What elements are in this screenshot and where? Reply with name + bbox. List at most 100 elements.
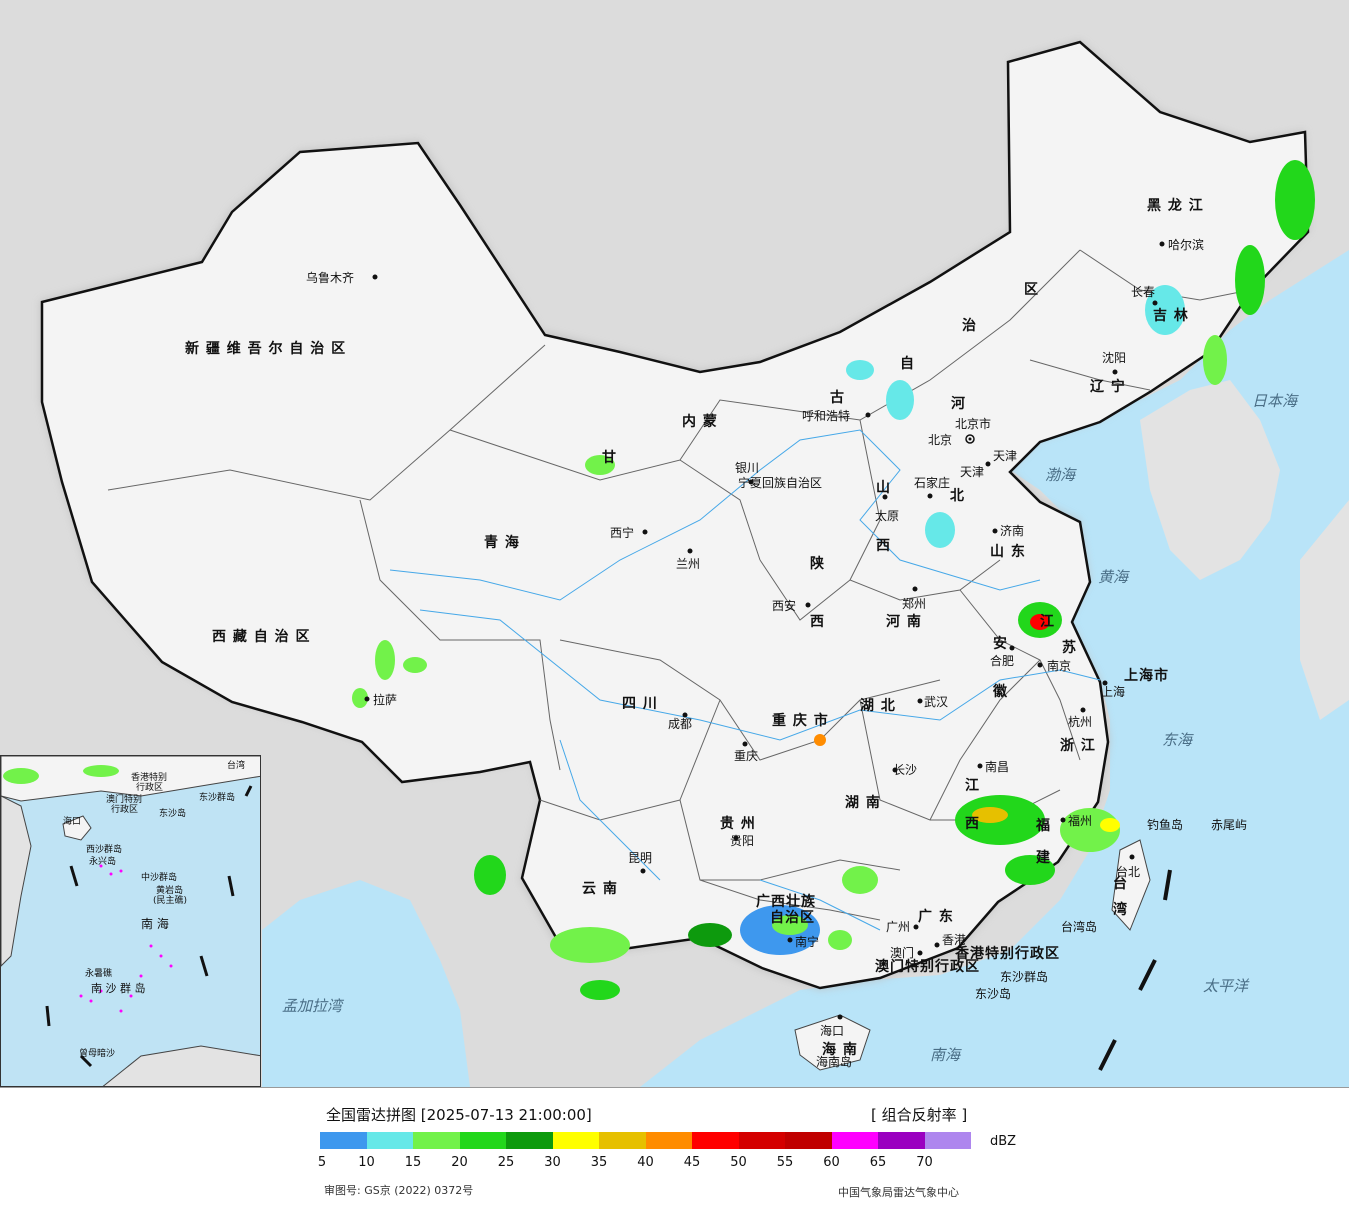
province-label: 新 疆 维 吾 尔 自 治 区 [185, 340, 346, 357]
scale-tick-label: 20 [451, 1155, 468, 1170]
scale-tick-label: 65 [869, 1155, 887, 1170]
province-label: 宁夏回族自治区 [738, 475, 822, 490]
city-labels: 乌鲁木齐 拉萨 西宁 兰州 银川 呼和浩特 哈尔滨 长春 沈阳 北京 天津 石家… [306, 237, 1204, 1038]
city-label: 长沙 [893, 763, 917, 777]
scale-swatch [831, 1132, 878, 1149]
province-label: 重 庆 市 [772, 712, 829, 729]
scale-tick-label: 25 [497, 1155, 515, 1170]
sea-labels: 日本海 渤海 黄海 东海 太平洋 南海 孟加拉湾 [282, 392, 1299, 1064]
province-label: 青 海 [484, 534, 520, 551]
inset-echo [3, 768, 39, 784]
city-label: 南宁 [795, 934, 819, 949]
inset-label: 台湾 [227, 759, 245, 771]
province-label: 河 南 [886, 613, 922, 630]
sea-label: 黄海 [1098, 568, 1130, 586]
province-label: 山 东 [990, 543, 1026, 560]
scale-swatch [878, 1132, 925, 1149]
scale-ticks: 5 10 15 20 25 30 35 40 45 50 55 60 65 70 [0, 1155, 1349, 1173]
radar-map: 日本海 渤海 黄海 东海 太平洋 南海 孟加拉湾 新 疆 维 吾 尔 自 治 区… [0, 0, 1349, 1087]
legend-unit: dBZ [990, 1134, 1017, 1149]
province-label: 江 [965, 777, 980, 794]
scale-swatch [692, 1132, 739, 1149]
city-label: 福州 [1068, 813, 1092, 828]
scale-tick-label: 5 [317, 1155, 327, 1170]
legend-product: [ 组合反射率 ] [871, 1106, 968, 1124]
color-scale [320, 1132, 971, 1149]
inset-label: 东沙岛 [159, 807, 186, 819]
city-label: 南昌 [985, 759, 1009, 774]
city-label: 广州 [886, 920, 910, 934]
sea-label: 东海 [1162, 731, 1194, 749]
inset-label: 海口 [63, 815, 81, 827]
city-label: 天津 [960, 465, 984, 479]
scale-tick-label: 30 [544, 1155, 561, 1170]
scale-swatch [785, 1132, 832, 1149]
scale-tick-label: 15 [404, 1155, 422, 1170]
inset-label: 西沙群岛 [86, 843, 122, 855]
province-label: 西 [810, 614, 825, 630]
sea-label: 太平洋 [1203, 977, 1250, 995]
scale-tick-label: 45 [683, 1155, 701, 1170]
province-label: 黑 龙 江 [1147, 197, 1204, 214]
city-label: 兰州 [676, 557, 700, 571]
island-label: 台湾岛 [1061, 919, 1097, 934]
province-label: 陕 [810, 555, 825, 572]
scale-swatch [459, 1132, 506, 1149]
scale-swatch [645, 1132, 692, 1149]
province-label: 辽 宁 [1090, 378, 1126, 395]
city-label: 沈阳 [1102, 350, 1126, 365]
scale-tick-label: 10 [358, 1155, 375, 1170]
city-label: 海口 [820, 1023, 844, 1038]
city-label: 昆明 [628, 851, 652, 865]
scale-swatch [366, 1132, 413, 1149]
province-label: 治 [962, 317, 977, 334]
scale-swatch [599, 1132, 646, 1149]
inset-echo [83, 765, 119, 777]
inset-label: 永兴岛 [89, 855, 116, 867]
inset-vietnam [1, 795, 32, 967]
province-label: 湖 北 [860, 698, 896, 714]
scale-tick-label: 35 [590, 1155, 608, 1170]
inset-label: 东沙群岛 [199, 791, 235, 803]
province-label: 海 南 [822, 1041, 858, 1058]
province-label: 湾 [1113, 901, 1128, 918]
city-label: 哈尔滨 [1168, 237, 1204, 252]
province-label: 云 南 [582, 880, 618, 897]
legend-panel: 全国雷达拼图 [2025-07-13 21:00:00] [ 组合反射率 ] d… [0, 1087, 1349, 1209]
city-label: 石家庄 [914, 475, 950, 490]
city-label: 北京 [928, 433, 952, 447]
province-label: 福 [1035, 817, 1051, 834]
sea-korea [1140, 380, 1280, 580]
city-label: 济南 [1000, 523, 1024, 538]
province-label: 北 [950, 488, 965, 504]
province-label: 湖 南 [845, 794, 881, 811]
city-label: 贵阳 [730, 834, 754, 848]
province-label: 香港特别行政区 [954, 945, 1060, 962]
scale-tick-label: 55 [776, 1155, 794, 1170]
south-china-sea-inset: 香港特别 行政区 澳门特别 行政区 台湾 东沙群岛 东沙岛 海口 西沙群岛 永兴… [0, 755, 261, 1087]
province-label: 西 [965, 816, 980, 832]
japan [1300, 500, 1349, 720]
city-label: 长春 [1131, 285, 1155, 299]
island-label: 赤尾屿 [1211, 818, 1247, 832]
city-label: 台北 [1116, 864, 1140, 879]
scale-swatch [552, 1132, 599, 1149]
province-label: 澳门特别行政区 [875, 958, 980, 975]
inset-label: (民主礁) [153, 894, 187, 906]
inset-label: 澳门特别 [106, 793, 142, 805]
city-label: 西安 [772, 598, 796, 613]
inset-label: 南 海 [141, 916, 169, 931]
map-canvas: 日本海 渤海 黄海 东海 太平洋 南海 孟加拉湾 新 疆 维 吾 尔 自 治 区… [40, 40, 1349, 1087]
island-labels: 钓鱼岛 赤尾屿 台湾岛 东沙群岛 东沙岛 海南岛 [816, 817, 1247, 1069]
province-label: 古 [830, 389, 845, 406]
review-number: 审图号: GS京 (2022) 0372号 [324, 1184, 474, 1197]
province-label: 苏 [1062, 639, 1077, 656]
province-label: 四 川 [622, 696, 658, 712]
province-labels: 新 疆 维 吾 尔 自 治 区 西 藏 自 治 区 青 海 甘 内 蒙 古 自 … [185, 197, 1204, 1058]
province-label: 山 [876, 480, 891, 496]
province-label: 河 [951, 395, 966, 412]
scale-swatch [413, 1132, 460, 1149]
city-label: 合肥 [990, 653, 1014, 668]
china-land [40, 40, 1310, 990]
inset-label: 行政区 [136, 781, 163, 793]
